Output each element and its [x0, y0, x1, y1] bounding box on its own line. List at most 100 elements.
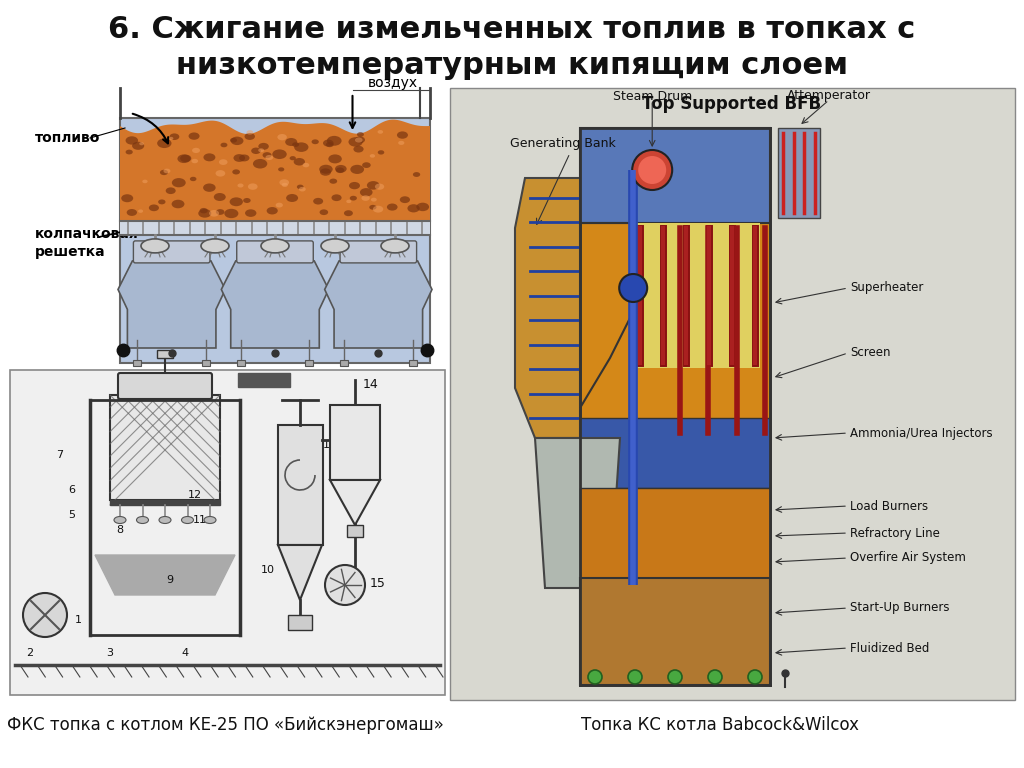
- Ellipse shape: [248, 184, 258, 190]
- Ellipse shape: [348, 137, 362, 147]
- Ellipse shape: [159, 517, 171, 524]
- Polygon shape: [120, 120, 430, 221]
- Ellipse shape: [230, 138, 238, 143]
- Bar: [580, 578, 770, 685]
- Ellipse shape: [224, 209, 239, 218]
- Text: Refractory Line: Refractory Line: [850, 527, 940, 539]
- Bar: [409, 360, 417, 366]
- Ellipse shape: [417, 203, 429, 211]
- Bar: [580, 128, 770, 685]
- Text: Top Supported BFB: Top Supported BFB: [642, 95, 821, 113]
- Polygon shape: [330, 480, 380, 525]
- Ellipse shape: [286, 194, 298, 202]
- Ellipse shape: [232, 170, 240, 174]
- Ellipse shape: [350, 196, 357, 200]
- Polygon shape: [110, 500, 220, 505]
- Polygon shape: [118, 261, 225, 348]
- Ellipse shape: [344, 210, 353, 216]
- Text: Screen: Screen: [850, 346, 891, 359]
- Bar: [635, 223, 760, 368]
- Ellipse shape: [220, 143, 227, 147]
- Ellipse shape: [398, 141, 404, 145]
- Ellipse shape: [114, 517, 126, 524]
- Ellipse shape: [359, 188, 373, 197]
- Ellipse shape: [204, 154, 215, 161]
- Circle shape: [620, 274, 647, 302]
- Bar: [450, 88, 1015, 700]
- Ellipse shape: [200, 208, 208, 214]
- Ellipse shape: [278, 134, 287, 141]
- FancyBboxPatch shape: [237, 241, 313, 263]
- Text: колпачковая
решетка: колпачковая решетка: [35, 227, 138, 259]
- Bar: [580, 418, 770, 488]
- Ellipse shape: [172, 200, 184, 208]
- Ellipse shape: [302, 163, 309, 167]
- Ellipse shape: [294, 142, 308, 152]
- Circle shape: [628, 670, 642, 684]
- Ellipse shape: [139, 142, 144, 145]
- Ellipse shape: [292, 142, 299, 147]
- Text: Attemperator: Attemperator: [787, 90, 871, 102]
- Polygon shape: [238, 373, 290, 387]
- Text: ФКС топка с котлом КЕ-25 ПО «Бийскэнергомаш»: ФКС топка с котлом КЕ-25 ПО «Бийскэнерго…: [6, 716, 443, 734]
- Ellipse shape: [204, 517, 216, 524]
- Ellipse shape: [126, 136, 138, 144]
- Polygon shape: [535, 438, 620, 588]
- Ellipse shape: [350, 165, 365, 174]
- Text: Load Burners: Load Burners: [850, 499, 928, 512]
- Ellipse shape: [214, 193, 225, 201]
- Ellipse shape: [346, 200, 351, 203]
- Ellipse shape: [188, 132, 200, 140]
- Text: 6. Сжигание измельченных топлив в топках с: 6. Сжигание измельченных топлив в топках…: [109, 15, 915, 45]
- Ellipse shape: [189, 177, 197, 181]
- Ellipse shape: [136, 517, 148, 524]
- Ellipse shape: [326, 142, 334, 147]
- Text: 14: 14: [362, 378, 379, 391]
- Ellipse shape: [329, 154, 342, 164]
- Ellipse shape: [166, 187, 176, 194]
- Bar: [237, 360, 245, 366]
- Text: 8: 8: [117, 525, 124, 535]
- Ellipse shape: [319, 210, 328, 215]
- Text: Steam Drum: Steam Drum: [612, 90, 692, 102]
- Bar: [347, 525, 362, 537]
- Ellipse shape: [336, 167, 344, 173]
- Ellipse shape: [258, 143, 269, 150]
- Ellipse shape: [157, 138, 171, 148]
- Circle shape: [638, 156, 667, 184]
- Ellipse shape: [215, 170, 225, 177]
- Ellipse shape: [169, 137, 173, 140]
- Ellipse shape: [387, 204, 397, 210]
- Ellipse shape: [177, 154, 190, 163]
- Text: топливо: топливо: [35, 131, 100, 145]
- Ellipse shape: [229, 197, 243, 207]
- Ellipse shape: [378, 130, 383, 134]
- Ellipse shape: [299, 187, 306, 191]
- Ellipse shape: [266, 207, 278, 214]
- Ellipse shape: [286, 138, 297, 146]
- Ellipse shape: [373, 206, 383, 213]
- Polygon shape: [95, 555, 234, 595]
- Circle shape: [23, 593, 67, 637]
- Ellipse shape: [239, 154, 250, 161]
- Circle shape: [325, 565, 365, 605]
- Ellipse shape: [272, 150, 287, 159]
- Ellipse shape: [121, 194, 133, 202]
- Ellipse shape: [279, 167, 285, 171]
- Ellipse shape: [399, 197, 410, 203]
- Ellipse shape: [230, 137, 244, 145]
- Ellipse shape: [280, 179, 289, 186]
- Text: 1: 1: [75, 615, 82, 625]
- Ellipse shape: [381, 239, 409, 253]
- Ellipse shape: [172, 178, 185, 187]
- Ellipse shape: [413, 172, 420, 177]
- Ellipse shape: [355, 137, 362, 143]
- Ellipse shape: [243, 198, 251, 203]
- Bar: [202, 360, 210, 366]
- Bar: [120, 221, 430, 235]
- Text: воздух: воздух: [368, 76, 418, 90]
- Text: 2: 2: [27, 648, 34, 658]
- Ellipse shape: [294, 158, 305, 166]
- Ellipse shape: [335, 165, 347, 173]
- Ellipse shape: [311, 139, 318, 144]
